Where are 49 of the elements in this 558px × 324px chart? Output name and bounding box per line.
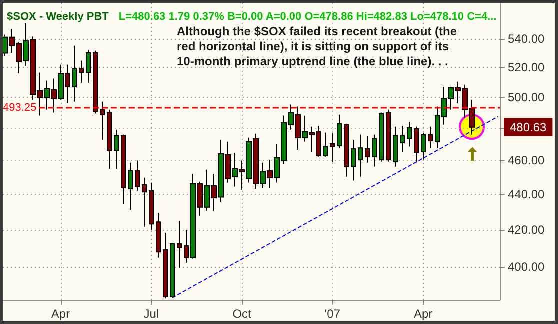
candlestick (400, 125, 405, 152)
candlestick (393, 126, 398, 168)
x-tick-label: Oct (232, 307, 252, 321)
candlestick (114, 129, 119, 170)
candlestick (149, 182, 154, 231)
text: $SOX - Weekly PBT (7, 11, 110, 23)
candlestick (421, 132, 426, 160)
candlestick (100, 101, 105, 140)
candlestick (323, 132, 328, 158)
y-tick-label: 460.00 (508, 154, 546, 168)
x-tick-label: Apr (414, 307, 433, 321)
candlestick (379, 112, 384, 162)
y-tick-label: 420.00 (508, 222, 546, 237)
candlestick (372, 134, 377, 168)
candlestick (142, 177, 147, 228)
candlestick (156, 212, 161, 258)
candlestick (351, 139, 356, 182)
y-tick-label: 500.00 (508, 90, 546, 104)
candlestick (79, 60, 84, 84)
candlestick (365, 135, 370, 164)
candlestick (428, 126, 433, 149)
y-tick-label: 400.00 (508, 260, 546, 274)
candlestick (177, 220, 182, 268)
candlestick (386, 109, 391, 162)
candlestick (344, 123, 349, 178)
candlestick (93, 50, 98, 114)
candlestick (72, 45, 77, 102)
text: L=480.63 1.79 0.37% B=0.00 A=0.00 O=478.86 Hi=482.83 Lo=478.10 C=4... (118, 11, 497, 23)
candlestick (330, 132, 335, 163)
candlestick (121, 134, 126, 205)
annotation: Although the $SOX failed its recent breakout (the red horizontal line), it is sitting on support of its 10-month primary uptrend line (the blue line). . . (177, 24, 458, 68)
x-tick-label: Apr (51, 307, 70, 321)
candlestick (86, 50, 91, 84)
y-tick-label: 520.00 (508, 60, 546, 74)
candlestick (414, 126, 419, 162)
x-tick-label: Jul (144, 307, 160, 321)
y-tick-label: 540.00 (508, 32, 546, 46)
y-tick-label: 440.00 (508, 187, 546, 202)
candlestick (135, 160, 140, 192)
ref-line-label: 493.25 (3, 102, 37, 114)
candlestick (337, 114, 342, 149)
candlestick (358, 134, 363, 178)
x-tick-label: '07 (324, 307, 341, 321)
candlestick (163, 232, 168, 299)
candlestick (107, 109, 112, 170)
candlestick (407, 122, 412, 148)
text: 480.63 (510, 120, 548, 134)
candlestick (170, 242, 175, 299)
candlestick (128, 162, 133, 211)
